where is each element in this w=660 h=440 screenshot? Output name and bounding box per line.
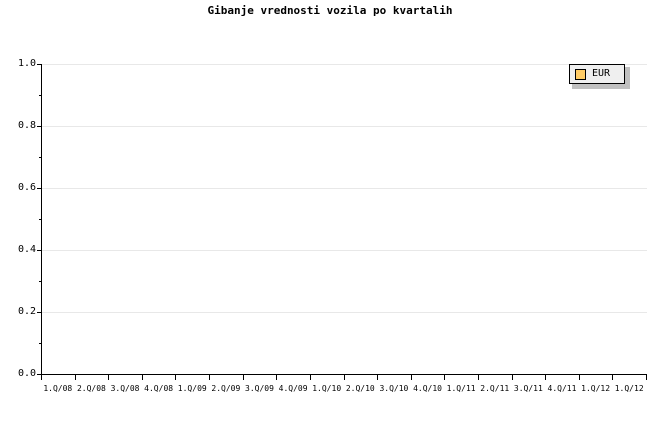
x-axis-tick-label: 3.Q/09 bbox=[245, 384, 274, 393]
chart-legend[interactable]: EUR bbox=[569, 64, 625, 84]
y-axis-tick-label: 0.6 bbox=[17, 182, 36, 193]
x-axis-tick-label: 3.Q/11 bbox=[513, 384, 543, 393]
x-axis-tick-label: 1.Q/12 bbox=[581, 384, 611, 393]
x-axis-tick bbox=[579, 375, 580, 380]
x-axis-tick bbox=[545, 375, 546, 380]
plot-area bbox=[37, 64, 647, 375]
x-axis-tick bbox=[142, 375, 143, 380]
y-axis-tick-label: 0.0 bbox=[17, 368, 36, 379]
y-axis-tick bbox=[37, 126, 42, 127]
x-axis-tick-label: 3.Q/10 bbox=[379, 384, 409, 393]
x-axis-tick-label: 1.Q/11 bbox=[446, 384, 476, 393]
y-axis-tick bbox=[37, 64, 42, 65]
x-axis-tick bbox=[512, 375, 513, 380]
y-axis-tick bbox=[37, 312, 42, 313]
x-axis-tick bbox=[108, 375, 109, 380]
x-axis-tick bbox=[75, 375, 76, 380]
x-axis-tick-label: 1.Q/10 bbox=[312, 384, 342, 393]
x-axis-tick bbox=[411, 375, 412, 380]
x-axis-tick bbox=[276, 375, 277, 380]
x-axis-tick-label: 2.Q/09 bbox=[211, 384, 241, 393]
y-axis-tick-label: 1.0 bbox=[17, 58, 36, 69]
y-axis-label-group: 0.0 0.2 0.4 0.6 0.8 1.0 bbox=[0, 0, 36, 440]
y-axis-minor-tick bbox=[39, 219, 42, 220]
gridline bbox=[42, 64, 647, 65]
chart-title: Gibanje vrednosti vozila po kvartalih bbox=[207, 4, 453, 17]
x-axis-tick-label: 4.Q/08 bbox=[144, 384, 174, 393]
x-axis-tick-label: 1.Q/08 bbox=[43, 384, 73, 393]
gridline bbox=[42, 126, 647, 127]
x-axis-tick bbox=[344, 375, 345, 380]
x-axis-tick bbox=[377, 375, 378, 380]
gridline bbox=[42, 250, 647, 251]
y-axis-minor-tick bbox=[39, 343, 42, 344]
x-axis-tick-label: 2.Q/08 bbox=[76, 384, 106, 393]
x-axis-tick bbox=[209, 375, 210, 380]
x-axis-tick bbox=[444, 375, 445, 380]
x-axis-tick bbox=[243, 375, 244, 380]
x-axis-tick-label: 4.Q/11 bbox=[547, 384, 577, 393]
x-axis-tick-label: 4.Q/09 bbox=[278, 384, 308, 393]
x-axis-tick-label: 1.Q/12 bbox=[614, 384, 644, 393]
plot-canvas bbox=[42, 64, 647, 374]
y-axis-tick-label: 0.8 bbox=[17, 120, 36, 131]
x-axis-tick-label: 1.Q/09 bbox=[177, 384, 207, 393]
x-axis-label-group: 1.Q/08 2.Q/08 3.Q/08 4.Q/08 1.Q/09 2.Q/09 3.Q/… bbox=[0, 384, 660, 398]
x-axis-tick-label: 2.Q/10 bbox=[345, 384, 375, 393]
x-axis-tick bbox=[310, 375, 311, 380]
legend-swatch-icon bbox=[575, 68, 586, 80]
y-axis-tick-label: 0.4 bbox=[17, 244, 36, 255]
y-axis-tick-label: 0.2 bbox=[17, 306, 36, 317]
x-axis-tick-group bbox=[41, 375, 647, 381]
gridline bbox=[42, 312, 647, 313]
x-axis-tick bbox=[646, 375, 647, 380]
y-axis-minor-tick bbox=[39, 95, 42, 96]
x-axis-tick bbox=[41, 375, 42, 380]
y-axis-tick bbox=[37, 250, 42, 251]
y-axis-tick bbox=[37, 188, 42, 189]
gridline bbox=[42, 188, 647, 189]
x-axis-tick-label: 2.Q/11 bbox=[480, 384, 510, 393]
x-axis-tick bbox=[175, 375, 176, 380]
x-axis-tick bbox=[478, 375, 479, 380]
y-axis-minor-tick bbox=[39, 281, 42, 282]
x-axis-tick-label: 4.Q/10 bbox=[413, 384, 442, 393]
x-axis-tick-label: 3.Q/08 bbox=[110, 384, 140, 393]
y-axis-minor-tick bbox=[39, 157, 42, 158]
x-axis-tick bbox=[612, 375, 613, 380]
y-axis-tick bbox=[37, 374, 42, 375]
legend-label-eur: EUR bbox=[592, 68, 611, 79]
